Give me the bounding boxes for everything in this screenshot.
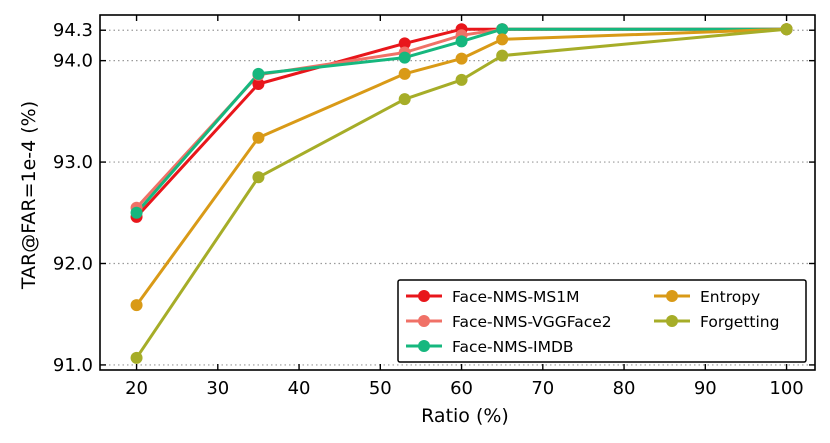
series-4-point-0 xyxy=(130,351,143,364)
legend-label: Face-NMS-IMDB xyxy=(452,338,574,356)
x-tick-label-2: 40 xyxy=(288,378,311,399)
legend-item-1-1: Forgetting xyxy=(654,313,779,331)
y-tick-label-0: 91.0 xyxy=(53,355,93,376)
legend-label: Entropy xyxy=(700,288,760,306)
series-3-point-2 xyxy=(398,67,411,80)
series-0-point-1 xyxy=(252,77,265,90)
series-2-point-1 xyxy=(252,67,265,80)
series-line-4 xyxy=(135,27,787,359)
series-4-point-3 xyxy=(455,73,468,86)
y-tick-label-3: 94.0 xyxy=(53,51,93,72)
x-tick-label-5: 70 xyxy=(531,378,554,399)
series-line-3 xyxy=(135,27,787,306)
legend-swatch-marker xyxy=(418,290,430,302)
legend-swatch-marker xyxy=(666,315,678,327)
legend-label: Face-NMS-VGGFace2 xyxy=(452,313,612,331)
legend-swatch-marker xyxy=(666,290,678,302)
legend: Face-NMS-MS1M Face-NMS-VGGFace2 Face-NMS-I… xyxy=(397,279,807,363)
series-4-point-1 xyxy=(252,171,265,184)
legend-swatch-marker xyxy=(418,340,430,352)
y-tick-label-4: 94.3 xyxy=(53,20,93,41)
series-2-point-2 xyxy=(398,51,411,64)
series-0-point-2 xyxy=(398,37,411,50)
series-2-point-0 xyxy=(130,206,143,219)
y-axis: 91.0 92.0 93.0 94.0 94.3 xyxy=(53,20,815,376)
series-3-point-1 xyxy=(252,131,265,144)
y-tick-label-2: 93.0 xyxy=(53,152,93,173)
legend-label: Forgetting xyxy=(700,313,779,331)
x-tick-label-8: 100 xyxy=(769,378,803,399)
x-tick-label-4: 60 xyxy=(450,378,473,399)
legend-label: Face-NMS-MS1M xyxy=(452,288,580,306)
x-tick-label-0: 20 xyxy=(125,378,148,399)
x-axis-label: Ratio (%) xyxy=(421,405,509,427)
plot-border xyxy=(99,14,816,371)
legend-box xyxy=(397,279,807,363)
legend-item-1-0: Entropy xyxy=(654,288,760,306)
y-axis-label: TAR@FAR=1e-4 (%) xyxy=(18,101,40,290)
x-axis: 20 30 40 50 60 70 80 90 100 xyxy=(125,15,804,399)
y-tick-label-1: 92.0 xyxy=(53,254,93,275)
series-4-point-5 xyxy=(780,23,793,36)
x-tick-label-7: 90 xyxy=(694,378,717,399)
legend-swatch-marker xyxy=(418,315,430,327)
series-2-point-4 xyxy=(496,23,509,36)
series-3-point-4 xyxy=(496,33,509,46)
plot-frame xyxy=(99,14,816,371)
x-tick-label-3: 50 xyxy=(369,378,392,399)
series-3-point-0 xyxy=(130,299,143,312)
series-4-point-2 xyxy=(398,93,411,106)
series-2-point-3 xyxy=(455,35,468,48)
series-line-2 xyxy=(135,27,787,214)
x-tick-label-6: 80 xyxy=(613,378,636,399)
legend-item-0-1: Face-NMS-VGGFace2 xyxy=(406,313,612,331)
legend-item-0-2: Face-NMS-IMDB xyxy=(406,338,574,356)
series-4-point-4 xyxy=(496,49,509,62)
legend-item-0-0: Face-NMS-MS1M xyxy=(406,288,580,306)
series-lines xyxy=(130,23,793,364)
x-tick-label-1: 30 xyxy=(206,378,229,399)
series-3-point-3 xyxy=(455,52,468,65)
